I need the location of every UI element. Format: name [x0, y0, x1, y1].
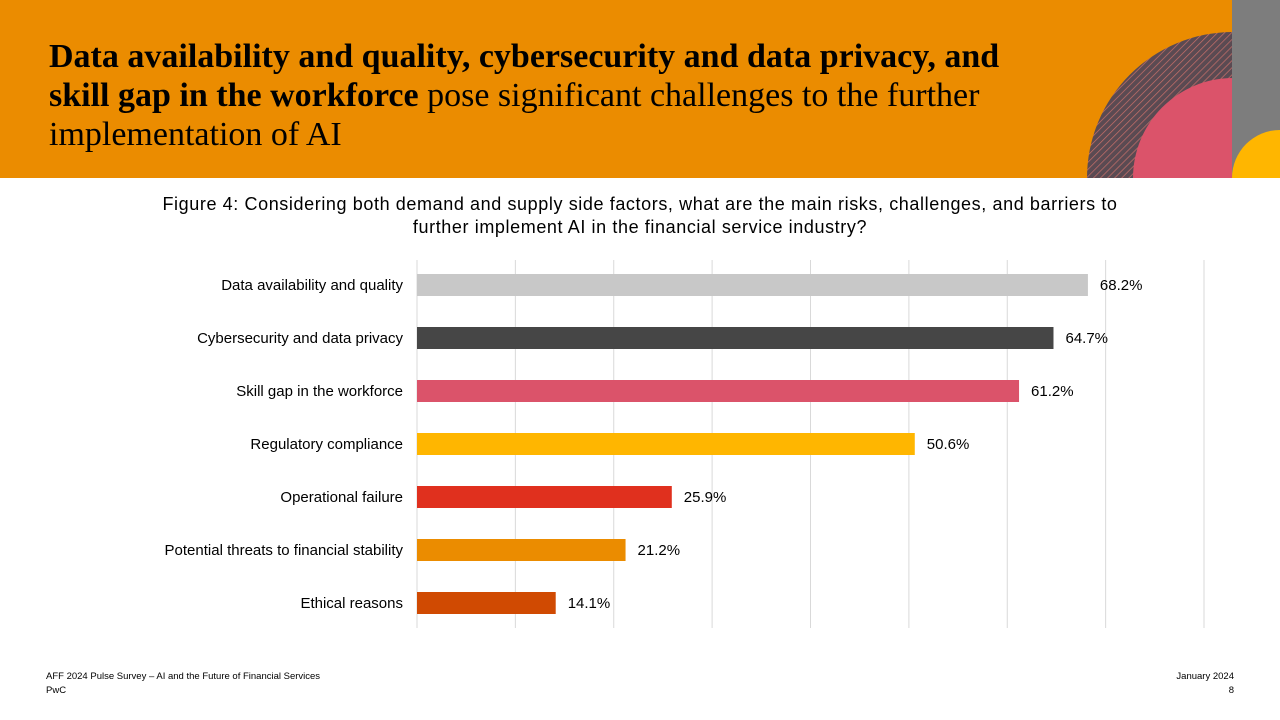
- header-banner: Data availability and quality, cybersecu…: [0, 0, 1280, 178]
- category-label: Cybersecurity and data privacy: [197, 330, 403, 347]
- category-label: Data availability and quality: [221, 277, 403, 294]
- bar: [417, 486, 672, 508]
- chart-bars: [417, 274, 1088, 614]
- bar: [417, 433, 915, 455]
- decorative-shapes: [1087, 0, 1280, 178]
- value-label: 14.1%: [568, 595, 611, 612]
- category-label: Regulatory compliance: [250, 436, 403, 453]
- footer-right: January 2024 8: [1176, 670, 1234, 698]
- bar-chart: Data availability and quality Cybersecuri…: [165, 260, 1205, 628]
- yellow-quarter-shape: [1232, 130, 1280, 178]
- bar: [417, 327, 1054, 349]
- category-label: Skill gap in the workforce: [236, 383, 403, 400]
- value-label: 25.9%: [684, 489, 727, 506]
- chart-value-labels: 68.2% 64.7% 61.2% 50.6% 25.9% 21.2% 14.1%: [568, 277, 1143, 612]
- bar: [417, 274, 1088, 296]
- footer-date: January 2024: [1176, 671, 1234, 682]
- bar: [417, 592, 556, 614]
- footer-page-number: 8: [1228, 685, 1234, 696]
- bar: [417, 380, 1020, 402]
- category-label: Operational failure: [280, 489, 403, 506]
- slide-title: Data availability and quality, cybersecu…: [49, 37, 1059, 154]
- value-label: 64.7%: [1065, 330, 1108, 347]
- footer-left: AFF 2024 Pulse Survey – AI and the Futur…: [46, 670, 320, 698]
- value-label: 21.2%: [638, 542, 681, 559]
- value-label: 50.6%: [927, 436, 970, 453]
- category-label: Ethical reasons: [300, 595, 403, 612]
- slide-title-rest: pose significant challenges to the furth…: [49, 77, 980, 153]
- bar: [417, 539, 626, 561]
- chart-category-labels: Data availability and quality Cybersecuri…: [165, 277, 404, 612]
- footer-source: AFF 2024 Pulse Survey – AI and the Futur…: [46, 671, 321, 682]
- footer-company: PwC: [46, 685, 67, 696]
- slide-title-bold: Data availability and quality, cybersecu…: [49, 38, 1000, 114]
- value-label: 61.2%: [1031, 383, 1074, 400]
- value-label: 68.2%: [1100, 277, 1143, 294]
- figure-title: Figure 4: Considering both demand and su…: [162, 194, 1118, 237]
- category-label: Potential threats to financial stability: [165, 542, 404, 559]
